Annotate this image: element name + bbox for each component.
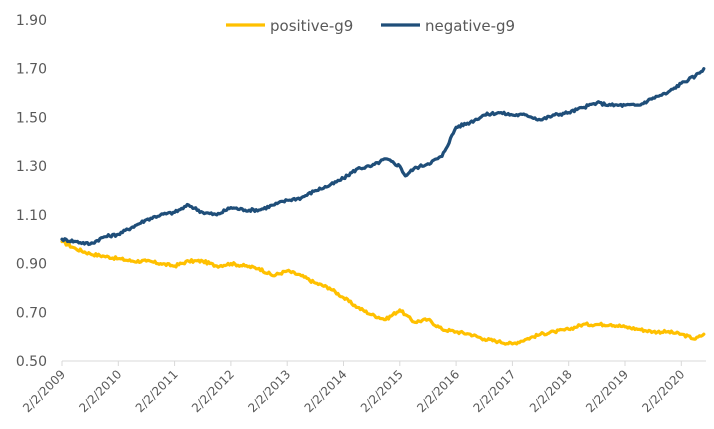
x-tick-label: 2/2/2016 [414,367,462,415]
y-tick-label: 1.10 [16,208,47,224]
y-tick-label: 0.90 [16,257,47,273]
y-tick-label: 1.30 [16,159,47,175]
x-tick-label: 2/2/2020 [639,367,687,415]
legend-label-positive-g9: positive-g9 [270,17,353,35]
x-tick-label: 2/2/2014 [302,367,350,415]
legend: positive-g9 negative-g9 [226,17,515,35]
y-axis-ticks: 0.50 0.70 0.90 1.10 1.30 1.50 1.70 1.90 [16,13,47,370]
y-tick-label: 0.70 [16,305,47,321]
x-tick-label: 2/2/2009 [20,367,68,415]
y-tick-label: 1.90 [16,13,47,29]
y-tick-label: 1.70 [16,62,47,78]
x-tick-label: 2/2/2019 [583,367,631,415]
x-tick-label: 2/2/2015 [358,367,406,415]
x-axis-ticks: 2/2/2009 2/2/2010 2/2/2011 2/2/2012 2/2/2013… [20,361,687,415]
x-tick-label: 2/2/2018 [527,367,575,415]
x-tick-label: 2/2/2011 [133,367,181,415]
x-tick-label: 2/2/2017 [471,367,519,415]
y-tick-label: 0.50 [16,354,47,370]
x-tick-label: 2/2/2010 [76,367,124,415]
x-tick-label: 2/2/2013 [245,367,293,415]
series-layer [60,67,706,346]
series-line-positive-g9 [60,239,706,346]
y-tick-label: 1.50 [16,110,47,126]
x-tick-label: 2/2/2012 [189,367,237,415]
legend-label-negative-g9: negative-g9 [425,17,515,35]
series-line-negative-g9 [60,67,706,247]
